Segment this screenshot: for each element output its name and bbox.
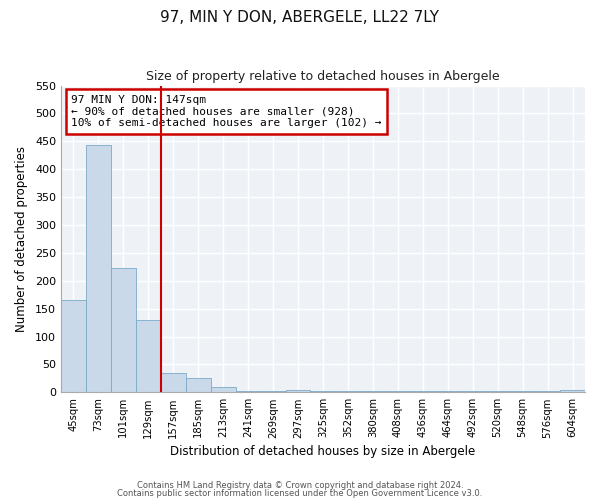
Y-axis label: Number of detached properties: Number of detached properties [15,146,28,332]
Bar [310,391,335,392]
Bar [211,386,236,392]
Text: Contains HM Land Registry data © Crown copyright and database right 2024.: Contains HM Land Registry data © Crown c… [137,481,463,490]
Bar [161,373,186,392]
Bar [361,391,385,392]
Bar [560,390,585,392]
Bar [286,390,310,392]
Text: 97, MIN Y DON, ABERGELE, LL22 7LY: 97, MIN Y DON, ABERGELE, LL22 7LY [161,10,439,25]
Bar [485,390,510,392]
Text: Contains public sector information licensed under the Open Government Licence v3: Contains public sector information licen… [118,488,482,498]
Bar [61,300,86,392]
Bar [535,391,560,392]
Text: 97 MIN Y DON: 147sqm
← 90% of detached houses are smaller (928)
10% of semi-deta: 97 MIN Y DON: 147sqm ← 90% of detached h… [71,95,382,128]
Bar [136,320,161,392]
Bar [460,391,485,392]
Bar [510,391,535,392]
Bar [186,378,211,392]
Bar [410,391,435,392]
Bar [385,391,410,392]
Title: Size of property relative to detached houses in Abergele: Size of property relative to detached ho… [146,70,500,83]
Bar [435,391,460,392]
Bar [335,391,361,392]
Bar [86,145,111,392]
Bar [236,391,260,392]
Bar [260,391,286,392]
Bar [111,268,136,392]
X-axis label: Distribution of detached houses by size in Abergele: Distribution of detached houses by size … [170,444,476,458]
